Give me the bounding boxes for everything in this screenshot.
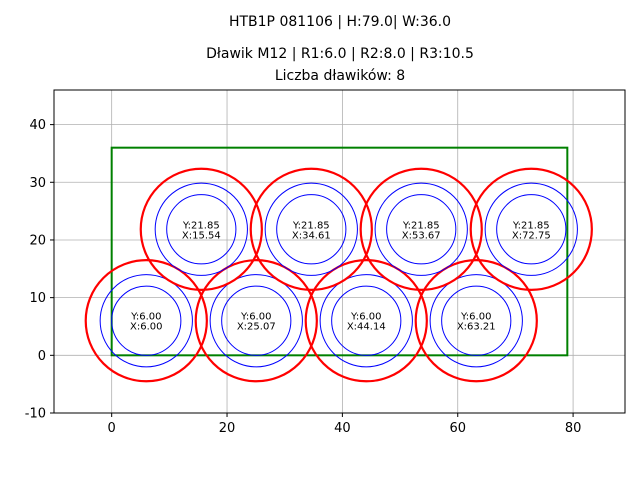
- gland-circle-r3: [304, 259, 428, 383]
- y-tick-label: 10: [29, 291, 46, 306]
- chart-titles: HTB1P 081106 | H:79.0| W:36.0 Dławik M12…: [206, 14, 474, 84]
- gland-label-y: Y:21.85: [182, 220, 220, 231]
- gland-label-y: Y:6.00: [350, 312, 381, 323]
- gland-circle-r2: [264, 182, 358, 276]
- gland-circle-r2: [99, 274, 193, 368]
- gland-circle-r3: [139, 167, 263, 291]
- y-tick-label: 20: [29, 233, 46, 248]
- gland-circle-r1: [276, 194, 347, 265]
- gland-labels: Y:6.00X:6.00Y:6.00X:25.07Y:6.00X:44.14Y:…: [130, 220, 551, 332]
- y-tick-label: -10: [25, 407, 46, 422]
- chart-title-line-1: HTB1P 081106 | H:79.0| W:36.0: [229, 14, 451, 30]
- gland-circle-r2: [319, 274, 413, 368]
- grid: [54, 90, 625, 414]
- gland-circle-r1: [166, 194, 237, 265]
- gland-circle-r2: [154, 182, 248, 276]
- x-tick-label: 60: [449, 421, 466, 436]
- gland-label-y: Y:6.00: [130, 312, 161, 323]
- x-tick-label: 80: [565, 421, 582, 436]
- y-tick-label: 0: [38, 349, 46, 364]
- gland-label-x: X:34.61: [292, 230, 331, 241]
- gland-circle-r2: [484, 182, 578, 276]
- axis-ticks: 0 20 40 60 80 -10 0 10 20 30 40: [25, 118, 582, 436]
- gland-circle-r3: [249, 167, 373, 291]
- gland-label-y: Y:21.85: [292, 220, 330, 231]
- gland-circle-r1: [221, 285, 292, 356]
- x-tick-label: 40: [334, 421, 351, 436]
- gland-label-y: Y:6.00: [240, 312, 271, 323]
- board-rectangle: [110, 146, 569, 357]
- gland-circle-r3: [414, 259, 538, 383]
- gland-label-x: X:44.14: [347, 322, 386, 333]
- gland-label-y: Y:21.85: [512, 220, 550, 231]
- gland-circle-r3: [84, 259, 208, 383]
- gland-circle-r2: [429, 274, 523, 368]
- gland-label-x: X:72.75: [512, 230, 551, 241]
- gland-label-y: Y:6.00: [460, 312, 491, 323]
- gland-label-x: X:53.67: [402, 230, 441, 241]
- gland-circles: [84, 167, 593, 383]
- chart-title-line-2: Dławik M12 | R1:6.0 | R2:8.0 | R3:10.5: [206, 46, 474, 62]
- gland-circle-r1: [496, 194, 567, 265]
- board-outline: [110, 146, 569, 357]
- x-tick-label: 20: [219, 421, 236, 436]
- gland-label-x: X:63.21: [457, 322, 496, 333]
- gland-circle-r1: [441, 285, 512, 356]
- gland-circle-r1: [386, 194, 457, 265]
- gland-circle-r3: [469, 167, 593, 291]
- gland-label-x: X:15.54: [182, 230, 221, 241]
- y-tick-label: 30: [29, 176, 46, 191]
- gland-circle-r2: [374, 182, 468, 276]
- gland-circle-r1: [111, 285, 182, 356]
- gland-circle-r1: [331, 285, 402, 356]
- gland-label-x: X:25.07: [237, 322, 276, 333]
- y-tick-label: 40: [29, 118, 46, 133]
- gland-label-y: Y:21.85: [402, 220, 440, 231]
- gland-circle-r3: [359, 167, 483, 291]
- chart-title-line-3: Liczba dławików: 8: [275, 68, 405, 84]
- gland-circle-r3: [194, 259, 318, 383]
- plot-frame: [53, 89, 626, 414]
- gland-label-x: X:6.00: [130, 322, 163, 333]
- gland-circle-r2: [209, 274, 303, 368]
- x-tick-label: 0: [108, 421, 116, 436]
